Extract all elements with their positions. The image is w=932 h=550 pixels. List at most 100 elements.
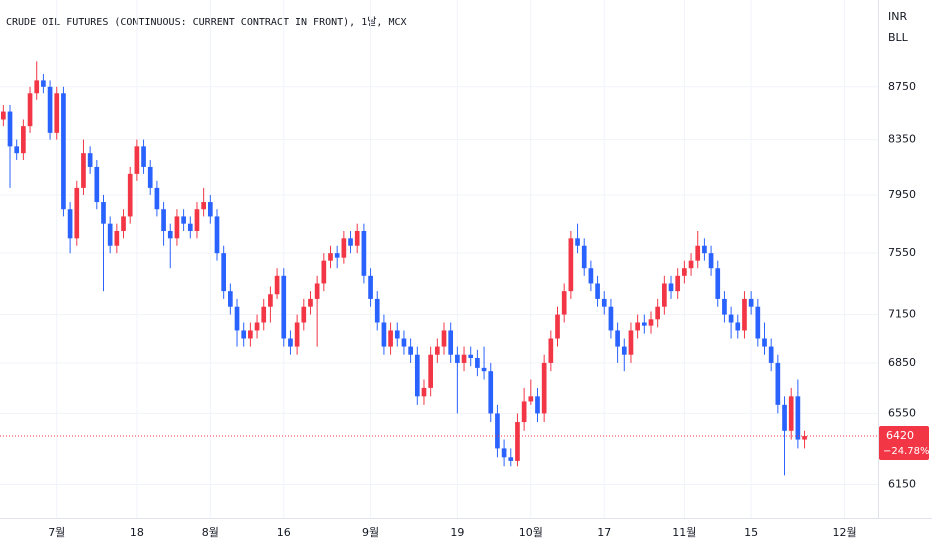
candle-body bbox=[67, 209, 73, 239]
y-tick-label: 7150 bbox=[888, 308, 916, 321]
candle-body bbox=[788, 396, 794, 431]
candle-body bbox=[294, 322, 300, 347]
candle-body bbox=[21, 126, 26, 154]
candle-body bbox=[254, 322, 260, 331]
candle-body bbox=[428, 354, 433, 388]
candle-body bbox=[187, 223, 193, 231]
candle-body bbox=[41, 80, 46, 87]
candle-body bbox=[381, 322, 387, 347]
candle-body bbox=[495, 413, 500, 449]
y-tick-label: 6150 bbox=[888, 477, 916, 490]
candle-body bbox=[561, 291, 567, 315]
candle-body bbox=[768, 346, 774, 363]
candle-body bbox=[421, 387, 427, 397]
candle-body bbox=[147, 166, 153, 188]
candle-body bbox=[368, 275, 373, 299]
candle-body bbox=[555, 314, 560, 339]
x-tick-label: 8월 bbox=[202, 526, 219, 539]
candle-body bbox=[682, 268, 687, 276]
candle-body bbox=[27, 93, 33, 127]
candle-body bbox=[702, 245, 707, 254]
candle-body bbox=[194, 209, 200, 231]
candle-body bbox=[434, 346, 440, 355]
candle-body bbox=[167, 230, 173, 239]
candle-body bbox=[374, 298, 380, 323]
candle-body bbox=[722, 298, 727, 315]
y-tick-label: 8350 bbox=[888, 133, 916, 146]
candle-body bbox=[94, 166, 100, 203]
candle-body bbox=[675, 275, 681, 292]
candle-body bbox=[34, 80, 40, 94]
candle-body bbox=[535, 396, 540, 414]
candle-body bbox=[688, 260, 694, 269]
candle-body bbox=[548, 338, 554, 363]
candle-body bbox=[575, 238, 580, 246]
x-tick-label: 11월 bbox=[672, 526, 696, 539]
candle-body bbox=[668, 283, 674, 292]
candle-body bbox=[735, 322, 741, 331]
candle-body bbox=[114, 230, 120, 246]
candle-body bbox=[408, 346, 413, 355]
candle-body bbox=[74, 187, 80, 239]
x-tick-label: 15 bbox=[744, 526, 758, 539]
candle-body bbox=[615, 330, 620, 347]
candle-body bbox=[468, 354, 474, 358]
x-tick-label: 18 bbox=[130, 526, 144, 539]
candle-body bbox=[655, 306, 661, 320]
candle-body bbox=[748, 298, 754, 307]
candle-body bbox=[221, 253, 227, 292]
candle-body bbox=[321, 260, 327, 284]
candle-body bbox=[775, 362, 781, 405]
candle-body bbox=[568, 238, 574, 292]
candle-body bbox=[461, 354, 467, 363]
candle-body bbox=[715, 268, 721, 299]
candle-body bbox=[101, 202, 106, 224]
candle-body bbox=[181, 216, 186, 224]
change-label: −24.78% bbox=[883, 446, 930, 457]
candle-body bbox=[308, 298, 313, 307]
currency: INR bbox=[888, 10, 907, 23]
candle-body bbox=[795, 396, 801, 440]
candle-body bbox=[154, 187, 160, 210]
candle-body bbox=[515, 422, 520, 461]
candle-body bbox=[601, 298, 607, 307]
candle-body bbox=[121, 216, 126, 231]
candle-body bbox=[228, 291, 233, 307]
candle-body bbox=[662, 283, 667, 307]
candle-body bbox=[207, 202, 213, 217]
candle-body bbox=[201, 202, 206, 210]
candle-body bbox=[268, 294, 273, 307]
candle-body bbox=[628, 330, 634, 355]
candle-body bbox=[541, 362, 547, 414]
candle-body bbox=[301, 306, 307, 323]
candle-body bbox=[81, 153, 86, 188]
candle-body bbox=[334, 253, 340, 258]
candle-body bbox=[47, 86, 53, 133]
x-tick-label: 19 bbox=[450, 526, 464, 539]
candle-body bbox=[248, 330, 253, 339]
x-tick-label: 17 bbox=[597, 526, 611, 539]
candle-body bbox=[61, 93, 66, 210]
candle-body bbox=[328, 253, 333, 261]
candle-body bbox=[608, 306, 614, 331]
candle-body bbox=[348, 238, 353, 246]
candle-body bbox=[14, 146, 20, 154]
y-tick-label: 8750 bbox=[888, 80, 916, 93]
x-tick-label: 9월 bbox=[362, 526, 379, 539]
candle-body bbox=[281, 275, 287, 339]
candle-body bbox=[521, 401, 527, 423]
last-price-badge bbox=[879, 426, 929, 461]
candle-body bbox=[54, 93, 60, 133]
candle-body bbox=[174, 216, 180, 239]
y-tick-label: 6550 bbox=[888, 406, 916, 419]
unit: BLL bbox=[888, 31, 909, 44]
candle-body bbox=[755, 306, 761, 339]
candle-body bbox=[762, 338, 767, 347]
x-tick-label: 10월 bbox=[519, 526, 543, 539]
x-tick-label: 16 bbox=[277, 526, 291, 539]
candle-body bbox=[742, 298, 747, 331]
candle-body bbox=[107, 223, 113, 246]
